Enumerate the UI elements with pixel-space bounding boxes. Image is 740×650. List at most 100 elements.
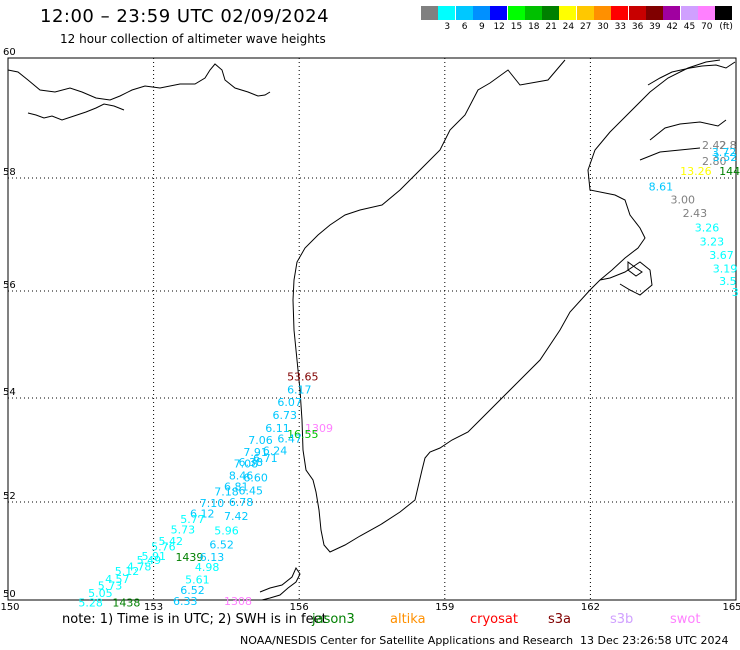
kamchatka-west-coast: [292, 59, 721, 553]
legend-unit: (ft): [719, 22, 733, 32]
axis-tick-labels: 150 153 156 159 162 165 50 52 54 56 58 60: [0, 47, 740, 613]
legend-label: 45: [683, 22, 696, 32]
satellite-label: s3b: [610, 612, 634, 627]
wave-height-value: 6.52: [180, 584, 205, 597]
wave-height-value: 7.06: [248, 434, 272, 447]
wave-height-value: 53.65: [287, 371, 319, 384]
wave-height-value: 7.18: [214, 486, 239, 499]
coastline: [7, 59, 736, 601]
wave-height-value: 16.55: [287, 428, 319, 441]
wave-height-value: 5.61: [185, 573, 210, 586]
longitude-tick-label: 159: [435, 602, 454, 613]
latitude-tick-label: 58: [3, 167, 16, 178]
wave-height-value: 1308: [224, 595, 252, 608]
wave-height-value: 5.77: [180, 513, 205, 526]
legend-label: 6: [461, 22, 468, 32]
latitude-tick-label: 54: [3, 387, 16, 398]
map-frame: [7, 57, 737, 601]
satellite-label: jason3: [312, 612, 355, 627]
legend-label: 18: [528, 22, 540, 32]
wave-height-value: 7.91: [243, 446, 267, 459]
longitude-tick-label: 150: [0, 602, 19, 613]
wave-height-value: 4.98: [195, 561, 220, 574]
legend-swatch: [628, 6, 646, 20]
legend-label: 36: [631, 22, 644, 32]
wave-height-value: 6.52: [209, 539, 234, 552]
wave-height-value: 3: [732, 286, 739, 299]
northeast-coast: [639, 61, 736, 161]
legend-label: 39: [649, 22, 661, 32]
wave-height-value: 4.78: [127, 561, 152, 574]
longitude-tick-label: 156: [290, 602, 309, 613]
satellite-label: swot: [670, 612, 701, 627]
satellite-label: altika: [390, 612, 426, 627]
legend-label: 42: [666, 22, 678, 32]
wave-height-value: 3.23: [700, 235, 725, 248]
wave-height-value: 3.26: [695, 222, 720, 235]
wave-height-value: 3.72: [712, 146, 737, 159]
legend-label: 30: [597, 22, 609, 32]
wave-height-value: 8.61: [649, 180, 674, 193]
wave-height-value: 2.43: [683, 207, 708, 220]
wave-height-value: 6.81: [224, 480, 249, 493]
longitude-tick-label: 165: [722, 602, 740, 613]
legend-swatch: [680, 6, 698, 20]
legend-swatch: [421, 6, 438, 20]
legend-swatch: [697, 6, 715, 20]
wave-height-value: 1438: [112, 596, 140, 609]
wave-height-value: 6.45: [239, 485, 263, 498]
wave-height-value: 5.96: [214, 524, 239, 537]
wave-height-value: 5.73: [98, 579, 123, 592]
legend-swatch: [524, 6, 542, 20]
longitude-tick-label: 162: [581, 602, 600, 613]
wave-height-value: 2.42: [702, 139, 727, 152]
legend-label: 70: [701, 22, 713, 32]
legend-label: 27: [579, 22, 592, 32]
legend-label: 33: [614, 22, 627, 32]
wave-height-value: 5.42: [158, 535, 183, 548]
generation-timestamp: 13 Dec 23:26:58 UTC 2024: [580, 634, 729, 647]
credit-line: NOAA/NESDIS Center for Satellite Applica…: [240, 634, 574, 647]
wave-height-value: 5.49: [137, 554, 162, 567]
map-title: 12:00 – 23:59 UTC 02/09/2024: [40, 6, 330, 27]
kuril-islands: [259, 566, 301, 601]
wave-height-value: 7.08: [234, 458, 259, 471]
legend-swatch: [438, 6, 456, 20]
wave-height-value: 5.73: [171, 523, 196, 536]
wave-height-value: 5.05: [88, 587, 113, 600]
longitude-tick-label: 153: [144, 602, 163, 613]
legend-swatch: [715, 6, 733, 20]
legend-label: 3: [444, 22, 451, 32]
wave-height-value: 6.24: [263, 445, 288, 458]
legend-label: 12: [493, 22, 505, 32]
okhotsk-inlet: [27, 103, 125, 121]
legend-swatch: [490, 6, 508, 20]
wave-height-value: 7.42: [224, 510, 249, 523]
wave-height-value: 13.26: [680, 165, 712, 178]
wave-height-value: 1439: [175, 551, 203, 564]
legend-swatch: [594, 6, 611, 20]
wave-height-value: 6.11: [265, 422, 290, 435]
karaginsky-island: [627, 261, 643, 277]
legend-label: 9: [479, 22, 485, 32]
legend-swatch: [576, 6, 594, 20]
wave-height-value: 6.47: [277, 433, 302, 446]
satellite-label: cryosat: [470, 612, 518, 627]
wave-height-value: 3.00: [670, 193, 695, 206]
wave-height-value: 6.73: [273, 409, 298, 422]
kamchatka-peninsula-east: [599, 261, 653, 296]
legend-swatch: [507, 6, 525, 20]
wave-height-value: 5.91: [141, 550, 166, 563]
wave-height-value: 6.71: [253, 452, 277, 465]
wave-height-value: 5.28: [78, 596, 103, 609]
wave-height-value: 6.33: [173, 595, 198, 608]
wave-height-value: 3.19: [713, 262, 738, 275]
wave-height-value: 144: [719, 165, 740, 178]
wave-height-value: 6.60: [243, 472, 267, 485]
latitude-tick-label: 56: [3, 280, 16, 291]
legend-swatch: [645, 6, 663, 20]
wave-height-value: 6.78: [229, 496, 254, 509]
wave-height-value: 2.8: [719, 139, 737, 152]
